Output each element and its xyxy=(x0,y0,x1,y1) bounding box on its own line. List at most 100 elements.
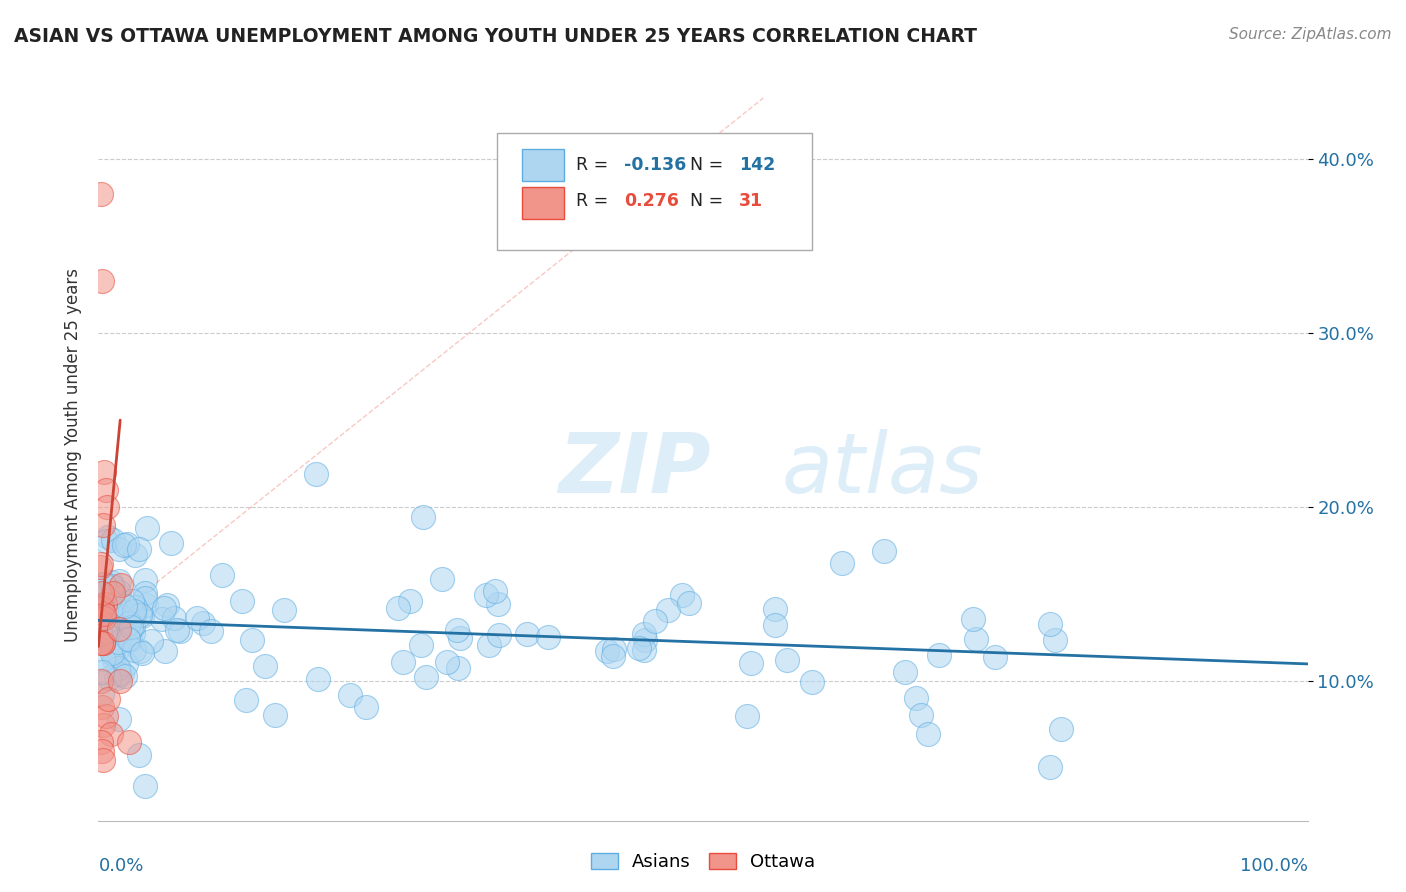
Text: R =: R = xyxy=(576,155,614,174)
Point xyxy=(905,690,928,705)
Point xyxy=(122,607,145,622)
Point xyxy=(112,538,135,552)
Text: R =: R = xyxy=(576,192,614,211)
Point xyxy=(273,603,295,617)
Point xyxy=(91,274,114,288)
Point xyxy=(387,601,409,615)
Point xyxy=(94,632,117,646)
Point xyxy=(114,669,136,683)
Point xyxy=(107,542,129,557)
Point xyxy=(91,718,114,732)
Point xyxy=(391,655,413,669)
Point xyxy=(263,708,285,723)
Point xyxy=(191,616,214,631)
Point xyxy=(516,627,538,641)
Point xyxy=(602,648,624,663)
Point xyxy=(200,624,222,638)
Point xyxy=(91,700,114,714)
Point xyxy=(121,593,143,607)
Point xyxy=(90,636,112,650)
Point xyxy=(150,612,173,626)
Point xyxy=(235,693,257,707)
Point xyxy=(97,671,120,685)
Point xyxy=(129,644,152,658)
Point xyxy=(536,630,558,644)
Point xyxy=(93,466,115,480)
Point xyxy=(103,598,125,612)
Point xyxy=(893,665,915,679)
Point xyxy=(339,688,361,702)
Text: 142: 142 xyxy=(740,155,776,174)
Point xyxy=(131,608,153,623)
Point xyxy=(91,753,114,767)
Point xyxy=(91,576,114,591)
Point xyxy=(124,599,146,614)
Point xyxy=(107,634,129,648)
Point xyxy=(917,727,939,741)
Point xyxy=(910,707,932,722)
Point xyxy=(112,624,135,639)
Point xyxy=(117,628,139,642)
Point xyxy=(108,574,131,589)
Point xyxy=(478,638,501,652)
Text: -0.136: -0.136 xyxy=(624,155,686,174)
Point xyxy=(657,603,679,617)
Text: atlas: atlas xyxy=(782,429,983,510)
Point xyxy=(634,633,657,648)
Point xyxy=(115,657,138,672)
Point xyxy=(412,510,434,524)
Point xyxy=(430,572,453,586)
Point xyxy=(134,591,156,606)
Point xyxy=(166,623,188,637)
Point xyxy=(120,633,142,648)
Point xyxy=(97,593,120,607)
Point xyxy=(595,644,617,658)
Legend: Asians, Ottawa: Asians, Ottawa xyxy=(583,846,823,879)
Point xyxy=(94,709,117,723)
Point xyxy=(121,625,143,640)
Point xyxy=(139,633,162,648)
Point xyxy=(415,670,437,684)
Point xyxy=(449,632,471,646)
FancyBboxPatch shape xyxy=(498,133,811,250)
Point xyxy=(128,748,150,763)
Point xyxy=(105,672,128,686)
Point xyxy=(155,644,177,658)
Point xyxy=(307,672,329,686)
Y-axis label: Unemployment Among Youth under 25 years: Unemployment Among Youth under 25 years xyxy=(63,268,82,642)
Point xyxy=(1039,760,1062,774)
Point xyxy=(488,627,510,641)
Point xyxy=(108,667,131,681)
Point xyxy=(94,483,117,497)
Point xyxy=(90,597,112,611)
Text: 0.276: 0.276 xyxy=(624,192,679,211)
Point xyxy=(108,674,131,689)
Point xyxy=(90,665,112,679)
Point xyxy=(134,586,156,600)
Point xyxy=(124,549,146,563)
Point xyxy=(763,618,786,632)
Text: Source: ZipAtlas.com: Source: ZipAtlas.com xyxy=(1229,27,1392,42)
FancyBboxPatch shape xyxy=(522,149,564,181)
Point xyxy=(134,779,156,793)
Text: ZIP: ZIP xyxy=(558,429,710,510)
Point xyxy=(118,615,141,630)
Point xyxy=(928,648,950,662)
Point xyxy=(122,604,145,618)
Point xyxy=(136,521,159,535)
Point xyxy=(1039,616,1062,631)
Point xyxy=(678,596,700,610)
Point xyxy=(240,633,263,648)
Point xyxy=(984,650,1007,665)
Point xyxy=(100,600,122,615)
Point xyxy=(91,603,114,617)
Point xyxy=(111,610,134,624)
Point xyxy=(89,560,111,574)
Point xyxy=(112,606,135,620)
Point xyxy=(122,643,145,657)
Point xyxy=(169,624,191,638)
Point xyxy=(107,588,129,602)
Point xyxy=(90,674,112,689)
Point xyxy=(633,626,655,640)
Point xyxy=(100,726,122,740)
